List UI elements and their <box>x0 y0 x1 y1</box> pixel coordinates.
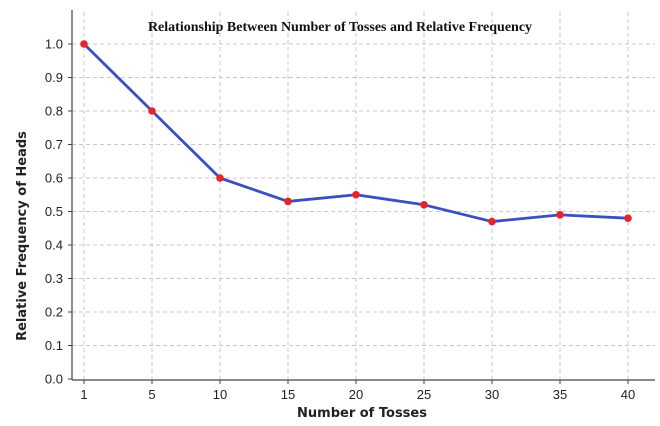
y-tick-label: 0.5 <box>45 204 63 219</box>
x-tick-label: 30 <box>485 387 499 402</box>
y-tick-label: 1.0 <box>45 37 63 52</box>
x-tick-label: 10 <box>213 387 227 402</box>
x-tick-label: 40 <box>621 387 635 402</box>
x-axis-label: Number of Tosses <box>297 406 427 421</box>
data-point <box>284 197 292 206</box>
y-tick-label: 0.4 <box>45 238 63 253</box>
y-tick-label: 0.3 <box>45 271 63 286</box>
x-tick-label: 5 <box>148 387 155 402</box>
data-point <box>352 190 360 199</box>
x-tick-label: 35 <box>553 387 567 402</box>
data-point <box>488 217 496 226</box>
y-tick-label: 0.0 <box>45 372 63 387</box>
y-tick-label: 0.6 <box>45 171 63 186</box>
y-tick-label: 0.1 <box>45 338 63 353</box>
y-tick-label: 0.2 <box>45 305 63 320</box>
y-tick-label: 0.9 <box>45 70 63 85</box>
chart-title: Relationship Between Number of Tosses an… <box>148 20 532 35</box>
x-tick-label: 25 <box>417 387 431 402</box>
data-point <box>624 214 632 222</box>
y-tick-label: 0.7 <box>45 137 63 152</box>
data-point <box>556 211 564 219</box>
x-tick-label: 15 <box>281 387 295 402</box>
x-tick-label: 20 <box>349 387 363 402</box>
series-layer <box>80 40 632 226</box>
grid-layer <box>72 12 655 379</box>
x-tick-label: 1 <box>80 387 87 402</box>
data-point <box>148 107 156 115</box>
data-point <box>80 40 88 48</box>
y-tick-label: 0.8 <box>45 104 63 119</box>
y-axis-label: Relative Frequency of Heads <box>15 131 30 341</box>
axis-layer: 0.00.10.20.30.40.50.60.70.80.91.01 5 10 15 2… <box>45 10 655 402</box>
data-point <box>420 201 428 209</box>
label-layer: Relationship Between Number of Tosses an… <box>15 20 532 421</box>
data-point <box>216 174 224 182</box>
